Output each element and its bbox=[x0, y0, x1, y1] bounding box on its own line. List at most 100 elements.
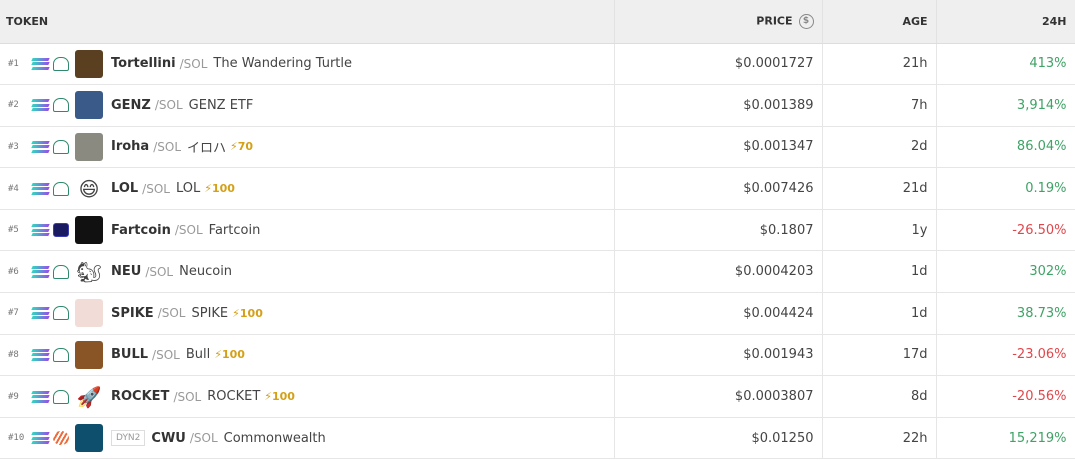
change-24h: 86.04% bbox=[936, 126, 1075, 169]
dex-icon bbox=[53, 264, 69, 279]
age: 1d bbox=[822, 250, 937, 294]
price: $0.01250 bbox=[614, 417, 823, 460]
dollar-circle-icon[interactable]: $ bbox=[798, 13, 814, 29]
token-avatar: 😄 bbox=[78, 176, 100, 201]
token-symbol[interactable]: Fartcoin bbox=[111, 222, 171, 238]
rank: #4 bbox=[8, 183, 19, 194]
solana-icon bbox=[31, 390, 50, 403]
header-token[interactable]: TOKEN bbox=[0, 0, 615, 44]
price: $0.004424 bbox=[614, 292, 823, 335]
token-pair: /SOL bbox=[153, 139, 182, 154]
token-avatar bbox=[75, 299, 103, 328]
change-24h: 3,914% bbox=[936, 84, 1075, 127]
token-avatar bbox=[75, 91, 103, 120]
dex-icon bbox=[53, 56, 69, 71]
dex-icon bbox=[53, 139, 69, 154]
token-avatar bbox=[75, 132, 103, 161]
price: $0.001347 bbox=[614, 126, 823, 169]
header-24h[interactable]: 24H bbox=[936, 0, 1075, 44]
table-row[interactable]: #4 😄 LOL /SOL LOL ⚡100 $0.007426 21d 0.1… bbox=[0, 167, 1075, 210]
token-symbol[interactable]: Tortellini bbox=[111, 56, 176, 72]
rank: #3 bbox=[8, 141, 19, 152]
solana-icon bbox=[31, 348, 50, 361]
token-name: Fartcoin bbox=[208, 222, 261, 238]
token-symbol[interactable]: LOL bbox=[111, 181, 139, 197]
header-age[interactable]: AGE bbox=[822, 0, 937, 44]
price: $0.0001727 bbox=[614, 43, 823, 86]
age: 17d bbox=[822, 334, 937, 377]
solana-icon bbox=[31, 224, 50, 237]
table-row[interactable]: #10 DYN2 CWU /SOL Commonwealth $0.01250 … bbox=[0, 417, 1075, 460]
token-avatar: 🐿 bbox=[76, 259, 102, 284]
change-24h: 0.19% bbox=[936, 167, 1075, 210]
price: $0.001943 bbox=[614, 334, 823, 377]
dex-icon bbox=[53, 223, 69, 238]
token-avatar bbox=[75, 340, 103, 369]
solana-icon bbox=[31, 432, 50, 445]
table-row[interactable]: #9 🚀 ROCKET /SOL ROCKET ⚡100 $0.0003807 … bbox=[0, 375, 1075, 418]
token-name: Bull bbox=[185, 347, 211, 363]
token-name: The Wandering Turtle bbox=[213, 56, 353, 72]
boost-badge: ⚡70 bbox=[230, 140, 254, 154]
table-row[interactable]: #3 Iroha /SOL イロハ ⚡70 $0.001347 2d 86.04… bbox=[0, 126, 1075, 169]
table-row[interactable]: #7 SPIKE /SOL SPIKE ⚡100 $0.004424 1d 38… bbox=[0, 292, 1075, 335]
change-24h: -20.56% bbox=[936, 375, 1075, 418]
token-avatar bbox=[75, 216, 103, 245]
token-name: ROCKET bbox=[207, 389, 261, 405]
table-row[interactable]: #1 Tortellini /SOL The Wandering Turtle … bbox=[0, 43, 1075, 86]
token-avatar: 🚀 bbox=[76, 384, 102, 409]
token-symbol[interactable]: GENZ bbox=[111, 97, 151, 113]
token-symbol[interactable]: Iroha bbox=[111, 139, 150, 155]
token-symbol[interactable]: ROCKET bbox=[111, 389, 170, 405]
token-name: Commonwealth bbox=[223, 430, 326, 446]
age: 1y bbox=[822, 209, 937, 252]
table-row[interactable]: #6 🐿 NEU /SOL Neucoin $0.0004203 1d 302% bbox=[0, 250, 1075, 294]
header-price[interactable]: PRICE $ bbox=[614, 0, 823, 44]
table-row[interactable]: #5 Fartcoin /SOL Fartcoin $0.1807 1y -26… bbox=[0, 209, 1075, 252]
change-24h: -23.06% bbox=[936, 334, 1075, 377]
boost-badge: ⚡100 bbox=[214, 348, 245, 362]
token-pair: /SOL bbox=[157, 306, 186, 321]
boost-badge: ⚡100 bbox=[204, 182, 235, 196]
dex-tag: DYN2 bbox=[111, 430, 146, 447]
token-name: SPIKE bbox=[191, 305, 229, 321]
age: 7h bbox=[822, 84, 937, 127]
change-24h: -26.50% bbox=[936, 209, 1075, 252]
token-pair: /SOL bbox=[152, 347, 180, 362]
meteora-icon bbox=[53, 431, 69, 446]
rank: #1 bbox=[8, 58, 19, 69]
token-name: イロハ bbox=[187, 141, 227, 157]
solana-icon bbox=[31, 265, 50, 278]
dex-icon bbox=[53, 347, 69, 362]
rank: #10 bbox=[8, 433, 25, 444]
age: 8d bbox=[822, 375, 937, 418]
token-pair: /SOL bbox=[154, 98, 183, 113]
age: 22h bbox=[822, 417, 937, 460]
price: $0.0004203 bbox=[614, 250, 823, 294]
table-row[interactable]: #2 GENZ /SOL GENZ ETF $0.001389 7h 3,914… bbox=[0, 84, 1075, 127]
change-24h: 15,219% bbox=[936, 417, 1075, 460]
token-avatar bbox=[75, 424, 103, 453]
token-pair: /SOL bbox=[174, 223, 203, 238]
token-name: LOL bbox=[175, 181, 201, 197]
change-24h: 302% bbox=[936, 250, 1075, 294]
price: $0.007426 bbox=[614, 167, 823, 210]
token-symbol[interactable]: BULL bbox=[111, 347, 149, 363]
change-24h: 38.73% bbox=[936, 292, 1075, 335]
dex-icon bbox=[53, 181, 69, 196]
token-symbol[interactable]: CWU bbox=[151, 430, 186, 446]
change-24h: 413% bbox=[936, 43, 1075, 86]
age: 2d bbox=[822, 126, 937, 169]
rank: #8 bbox=[8, 349, 19, 360]
rank: #6 bbox=[8, 266, 19, 277]
table-row[interactable]: #8 BULL /SOL Bull ⚡100 $0.001943 17d -23… bbox=[0, 334, 1075, 377]
token-name: GENZ ETF bbox=[188, 97, 254, 113]
dex-icon bbox=[53, 98, 69, 113]
token-symbol[interactable]: NEU bbox=[111, 264, 142, 280]
token-symbol[interactable]: SPIKE bbox=[111, 305, 154, 321]
rank: #5 bbox=[8, 225, 19, 236]
token-pair: /SOL bbox=[173, 389, 202, 404]
solana-icon bbox=[31, 57, 50, 70]
solana-icon bbox=[31, 99, 50, 112]
